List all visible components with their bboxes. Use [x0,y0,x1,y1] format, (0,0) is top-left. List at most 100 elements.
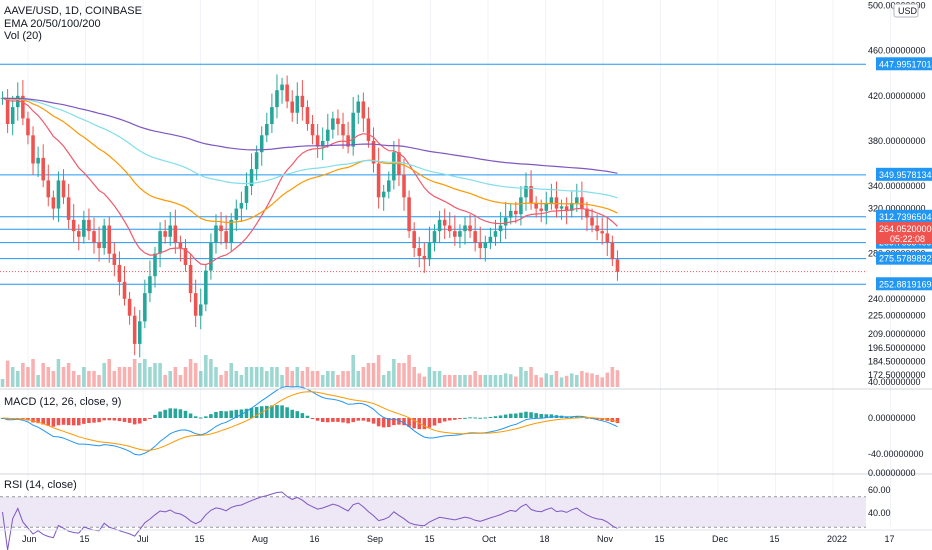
volume-bar [56,359,61,387]
candle-body [36,157,40,164]
volume-bar [127,367,132,387]
level-tag-bg [876,209,932,223]
candle-body [610,242,615,260]
level-tag-bg [876,57,932,71]
candle-body [209,242,213,271]
volume-bar [137,363,142,387]
volume-legend[interactable]: Vol (20) [4,30,42,42]
volume-bar [310,371,315,387]
volume-bar [31,359,35,387]
macd-histogram-bar [341,418,345,423]
macd-histogram-bar [102,418,106,421]
volume-bar [569,373,574,387]
volume-bar [600,377,604,387]
macd-histogram-bar [46,418,51,426]
candle-body [595,225,599,232]
macd-histogram-bar [376,418,381,427]
candle-body [320,140,325,147]
rsi-band [0,496,866,528]
candle-body [204,270,208,305]
macd-histogram-bar [305,415,310,418]
candle-body [585,208,589,218]
symbol-title[interactable]: AAVE/USD, 1D, COINBASE [4,5,142,17]
candle-body [326,129,330,141]
time-axis-label: 16 [310,534,320,544]
candle-body [16,95,20,108]
macd-histogram-bar [549,414,554,418]
volume-bar [148,367,152,387]
volume-bar [386,371,391,387]
volume-bar [346,371,350,387]
macd-histogram-bar [193,416,198,418]
rsi-axis-label: 40.00 [868,508,891,518]
time-axis-label: 18 [540,534,550,544]
rsi-legend[interactable]: RSI (14, close) [4,479,77,491]
volume-bar [336,375,340,387]
macd-histogram-bar [224,411,228,418]
volume-bar [514,376,518,387]
volume-bar [575,375,579,387]
macd-histogram-bar [392,418,396,426]
macd-histogram-bar [498,415,503,418]
macd-histogram-bar [371,418,376,424]
time-axis-label: Sep [367,534,383,544]
macd-histogram-bar [463,417,467,419]
candle-body [275,90,279,108]
macd-legend[interactable]: MACD (12, 26, close, 9) [4,396,121,408]
volume-bar [21,363,25,387]
volume-bar [483,375,488,387]
candle-body [493,231,498,237]
volume-bar [356,371,361,387]
candle-body [478,242,483,249]
price-axis-label: 420.00000000 [868,91,926,101]
volume-bar [534,375,538,387]
macd-histogram-bar [407,418,411,427]
candle-body [229,219,234,243]
macd-histogram-bar [478,417,483,419]
candle-body [432,231,437,243]
macd-histogram-bar [249,407,254,418]
candle-body [559,206,564,209]
candle-body [366,118,371,141]
volume-bar [554,371,559,387]
candle-body [534,202,538,209]
macd-histogram-bar [112,418,117,421]
macd-histogram-bar [153,414,157,418]
macd-histogram-bar [585,417,589,419]
time-axis[interactable]: Jun 15 Jul 15 Aug 16 Sep 15 Oct 18 Nov 15 Dec 15 2022 1… [0,529,932,544]
rsi-axis-label: 60.00 [868,485,891,495]
macd-histogram-bar [117,418,122,422]
macd-histogram-bar [315,418,320,421]
volume-bar [36,375,40,387]
volume-bar [41,363,45,387]
macd-histogram-bar [508,413,513,418]
macd-histogram-bar [402,418,406,426]
candle-body [549,197,554,203]
current-price-tag: 264.05200000 05:22:08 [876,222,932,244]
candles [0,74,620,358]
ema-legend[interactable]: EMA 20/50/100/200 [4,18,101,30]
candle-body [285,84,289,102]
volume-bar [5,360,10,387]
candle-body [590,217,594,226]
candle-body [280,84,284,91]
volume-bar [102,363,106,387]
macd-histogram-bar [148,418,152,419]
macd-histogram-bar [275,405,279,418]
macd-line [2,385,618,456]
level-tag-label: 252.88191698 [879,279,932,289]
time-axis-label: Nov [597,534,614,544]
macd-histogram-bar [356,418,361,421]
macd-histogram-bar [21,418,25,420]
candle-body [305,107,310,125]
candle-body [148,276,152,294]
currency-badge[interactable]: USD [893,3,919,18]
candle-body [580,197,584,209]
volume-bar [326,371,330,387]
ema-line [2,97,618,199]
macd-histogram-bar [173,408,178,418]
volume-bar [427,367,432,387]
candle-body [51,197,56,209]
level-tag-bg [876,251,932,265]
